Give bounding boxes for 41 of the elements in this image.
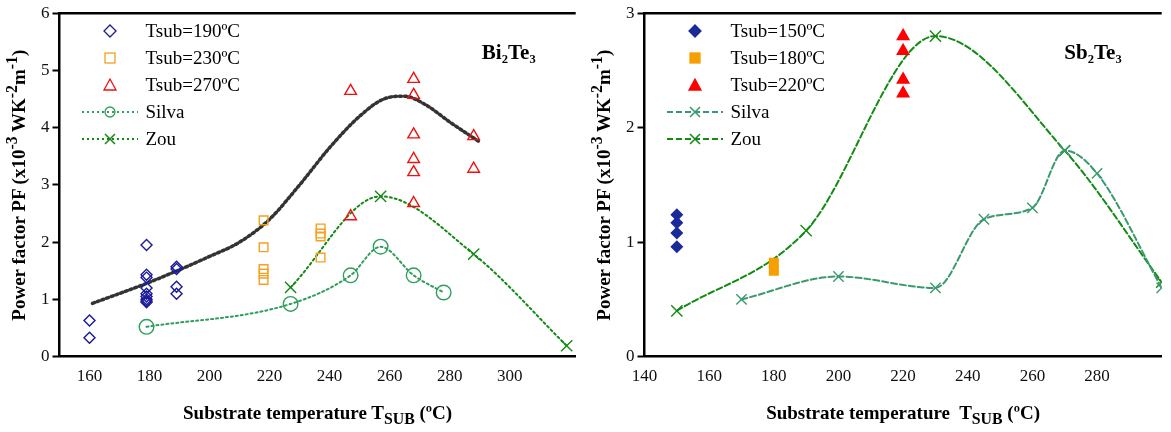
x-tick-label: 160 [696,366,722,386]
x-tick-label: 240 [316,366,343,386]
x-tick-label: 180 [761,366,787,386]
x-tick-label: 300 [496,366,523,386]
y-tick-label: 5 [41,59,50,79]
x-tick-label: 260 [376,366,403,386]
y-tick-label: 2 [41,231,50,251]
annotation: Sb₂Te₃ [1064,40,1122,65]
y-tick-label: 0 [41,346,50,366]
annotation: Bi₂Te₃ [481,40,536,65]
legend-label: Zou [145,127,177,152]
x-axis-title: Substrate temperature T$_{SUB}$ (ºC) [182,402,454,428]
x-tick-label: 260 [1019,366,1046,386]
x-tick-label: 220 [256,366,283,386]
legend-label: Zou [730,127,762,152]
x-tick-label: 200 [196,366,223,386]
legend-label: Tsub=220ºC [730,73,825,98]
y-tick-label: 3 [626,2,635,22]
legend-label: Tsub=180ºC [730,46,825,71]
y-tick-label: 6 [41,2,50,22]
legend-label: Tsub=150ºC [730,19,825,44]
x-tick-label: 180 [136,366,163,386]
x-tick-label: 140 [631,366,658,386]
legend-label: Silva [730,100,770,125]
x-tick-label: 280 [436,366,463,386]
y-tick-label: 3 [41,174,50,194]
legend-label: Silva [145,100,185,125]
x-tick-label: 280 [1084,366,1110,386]
x-tick-label: 220 [890,366,916,386]
x-tick-label: 200 [825,366,852,386]
x-tick-label: 240 [955,366,981,386]
x-tick-label: 160 [76,366,103,386]
legend-label: Tsub=230ºC [145,46,240,71]
y-tick-label: 1 [41,288,50,308]
y-tick-label: 0 [626,346,635,366]
legend-label: Tsub=190ºC [145,19,240,44]
y-tick-label: 4 [41,117,50,137]
y-tick-label: 1 [626,231,635,251]
y-tick-label: 2 [626,117,635,137]
legend-label: Tsub=270ºC [145,73,240,98]
x-axis-title: Substrate temperature T$_{SUB}$ (ºC) [765,402,1041,428]
